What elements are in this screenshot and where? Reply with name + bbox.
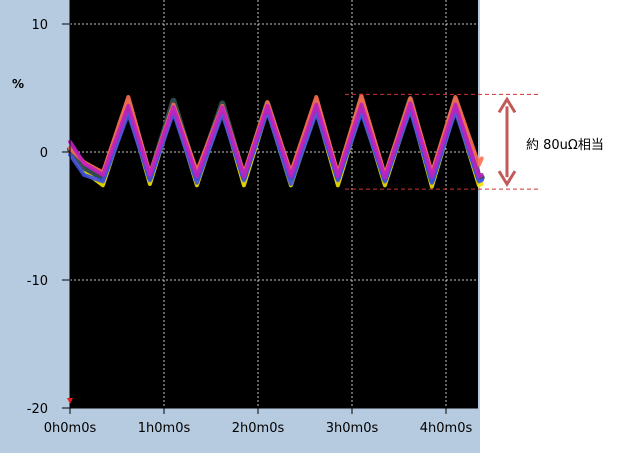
- series-4-line: [68, 101, 484, 180]
- y-tick-label: -20: [27, 402, 48, 417]
- y-axis-unit: %: [12, 77, 24, 91]
- origin-marker: [67, 398, 73, 404]
- x-tick-label: 1h0m0s: [138, 421, 191, 436]
- annotation-arrow-head-up: [497, 96, 517, 114]
- plot-area: [70, 0, 478, 408]
- annotation-arrow-head-down: [497, 170, 517, 187]
- y-tick-label: 0: [40, 146, 48, 161]
- y-tick-label: 10: [31, 18, 48, 33]
- y-tick-label: -10: [27, 274, 48, 289]
- annotation-label: 約 80uΩ相当: [526, 138, 604, 153]
- axis-layer: 0h0m0s 1h0m0s 2h0m0s 3h0m0s 4h0m0s 10 0 -10 -20: [27, 0, 478, 436]
- x-tick-label: 0h0m0s: [44, 421, 97, 436]
- series-layer: [67, 93, 485, 189]
- x-tick-label: 3h0m0s: [326, 421, 379, 436]
- annotation-layer: 約 80uΩ相当: [345, 93, 604, 190]
- grid-layer: [70, 0, 478, 408]
- x-tick-label: 2h0m0s: [232, 421, 285, 436]
- x-tick-label: 4h0m0s: [420, 421, 473, 436]
